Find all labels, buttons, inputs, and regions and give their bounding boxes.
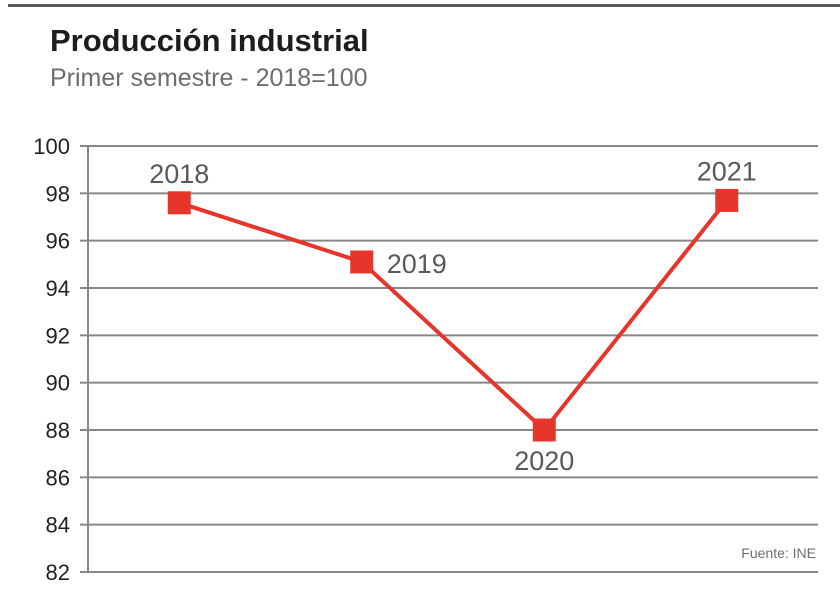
y-axis-tick-label: 94 xyxy=(46,276,70,301)
y-axis-tick-label: 98 xyxy=(46,181,70,206)
data-point-marker xyxy=(715,188,739,212)
source-note: Fuente: INE xyxy=(741,545,816,561)
chart-title: Producción industrial xyxy=(50,23,369,58)
y-axis-tick-label: 86 xyxy=(46,465,70,490)
data-point-year-label: 2019 xyxy=(387,249,447,279)
data-line xyxy=(178,199,729,433)
data-point-year-label: 2020 xyxy=(514,446,574,476)
chart-header: Producción industrial Primer semestre - … xyxy=(50,23,369,93)
data-point-year-label: 2021 xyxy=(697,156,757,186)
data-point-marker xyxy=(167,191,191,215)
data-point-marker xyxy=(532,418,556,442)
y-axis-tick-label: 90 xyxy=(46,371,70,396)
top-rule-divider xyxy=(8,4,840,7)
chart-subtitle: Primer semestre - 2018=100 xyxy=(50,64,368,93)
data-point-year-label: 2018 xyxy=(149,159,209,189)
y-axis-tick-label: 96 xyxy=(46,229,70,254)
y-axis-tick-label: 88 xyxy=(46,418,70,443)
y-axis-tick-label: 84 xyxy=(46,513,70,538)
y-axis-tick-label: 100 xyxy=(33,134,70,159)
y-axis-tick-label: 82 xyxy=(46,560,70,585)
y-axis-tick-label: 92 xyxy=(46,323,70,348)
data-point-marker xyxy=(350,250,374,274)
